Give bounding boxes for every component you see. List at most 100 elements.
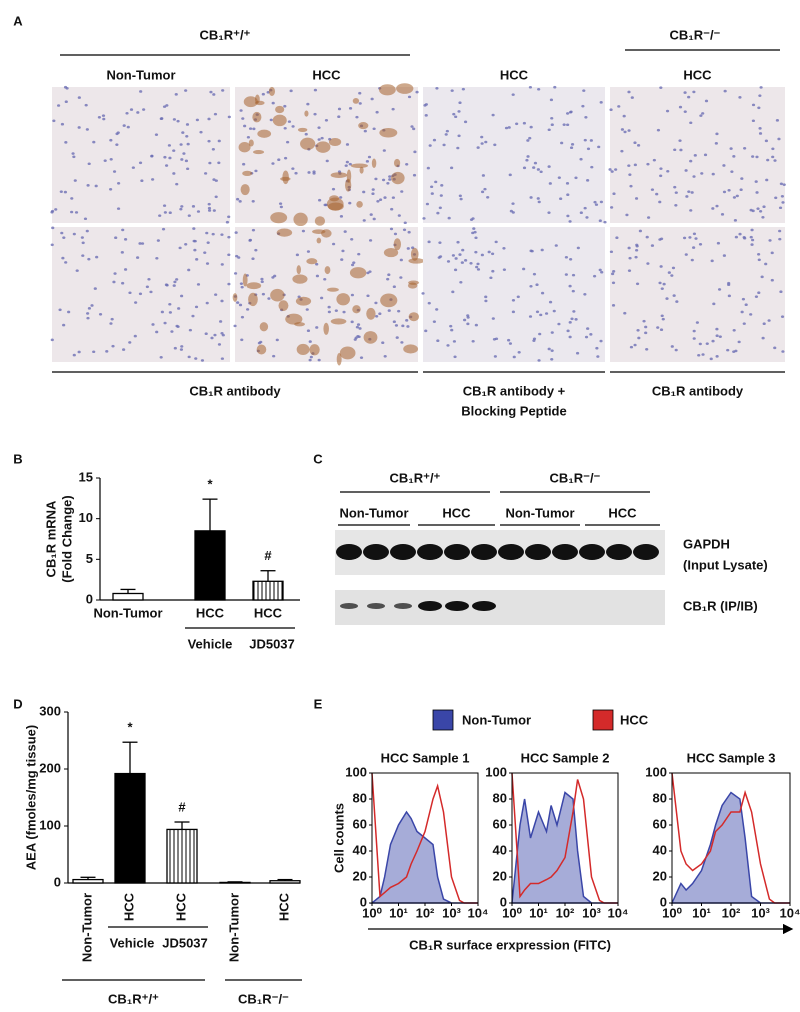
stain [356, 200, 363, 208]
panel-label: E [314, 696, 323, 711]
nucleus [315, 274, 320, 278]
nucleus [537, 359, 541, 362]
nucleus [715, 132, 719, 136]
nucleus [313, 88, 318, 92]
nucleus [464, 259, 468, 262]
y-tick-label: 300 [39, 703, 61, 718]
nucleus [407, 230, 411, 234]
genotype-label: CB₁R⁻/⁻ [238, 991, 289, 1006]
nucleus [550, 357, 554, 361]
nucleus [167, 144, 172, 147]
nucleus [109, 322, 113, 325]
band [606, 544, 632, 560]
histogram-area [670, 791, 790, 904]
stain [391, 171, 405, 185]
nucleus [165, 104, 169, 107]
nucleus [592, 274, 597, 278]
nucleus [734, 235, 738, 239]
nucleus [110, 317, 114, 321]
nucleus [388, 175, 392, 178]
y-tick-label: 15 [79, 469, 93, 484]
nucleus [129, 108, 134, 111]
nucleus [400, 341, 404, 344]
bar [194, 530, 226, 601]
nucleus [243, 124, 247, 128]
band [552, 544, 578, 560]
stain [242, 273, 248, 287]
nucleus [272, 354, 276, 358]
nucleus [633, 141, 637, 145]
nucleus [451, 254, 455, 257]
nucleus [64, 261, 68, 264]
nucleus [502, 247, 506, 250]
nucleus [246, 308, 250, 311]
nucleus [780, 315, 785, 318]
nucleus [121, 281, 125, 285]
tissue-background [235, 87, 418, 223]
nucleus [173, 280, 177, 284]
nucleus [666, 169, 670, 173]
nucleus [740, 310, 744, 314]
y-tick-label: 100 [39, 817, 61, 832]
nucleus [275, 338, 279, 342]
nucleus [743, 146, 747, 150]
nucleus [764, 262, 768, 266]
stain [379, 128, 398, 138]
nucleus [742, 322, 746, 325]
stain-label: Blocking Peptide [461, 403, 566, 418]
nucleus [227, 115, 231, 119]
nucleus [530, 249, 534, 253]
nucleus [109, 158, 113, 161]
nucleus [456, 146, 460, 150]
nucleus [109, 187, 113, 191]
nucleus [557, 176, 561, 179]
stain [270, 288, 285, 302]
nucleus [205, 231, 209, 235]
nucleus [427, 240, 431, 244]
nucleus [87, 257, 91, 261]
nucleus [741, 297, 746, 301]
nucleus [187, 268, 191, 272]
stain [309, 344, 320, 356]
nucleus [350, 293, 355, 297]
nucleus [644, 331, 648, 335]
nucleus [493, 143, 497, 147]
nucleus [383, 355, 387, 358]
nucleus [375, 110, 379, 114]
nucleus [379, 198, 383, 202]
stain [306, 258, 318, 265]
nucleus [710, 259, 714, 263]
nucleus [722, 164, 726, 167]
nucleus [277, 158, 281, 162]
nucleus [682, 236, 687, 240]
nucleus [114, 236, 118, 239]
nucleus [58, 308, 62, 312]
nucleus [422, 217, 426, 220]
nucleus [399, 258, 403, 262]
y-tick-label: 60 [653, 816, 667, 831]
nucleus [611, 304, 616, 307]
stain [285, 313, 303, 325]
nucleus [662, 282, 666, 286]
nucleus [660, 237, 664, 241]
nucleus [579, 157, 583, 161]
nucleus [111, 344, 115, 348]
stain [297, 127, 308, 132]
nucleus [535, 310, 540, 314]
nucleus [213, 333, 217, 337]
x-tick-label: 10² [556, 905, 575, 920]
legend-label: Non-Tumor [462, 712, 531, 727]
nucleus [508, 173, 512, 177]
nucleus [672, 294, 676, 297]
genotype-label: CB₁R⁺/⁺ [200, 27, 251, 42]
nucleus [481, 174, 485, 177]
stain [278, 300, 289, 312]
group-label: Vehicle [110, 935, 155, 950]
nucleus [529, 196, 533, 199]
nucleus [766, 158, 770, 162]
nucleus [507, 126, 511, 129]
nucleus [575, 351, 580, 355]
nucleus [456, 240, 460, 244]
stain [352, 97, 360, 104]
stain [257, 129, 272, 138]
